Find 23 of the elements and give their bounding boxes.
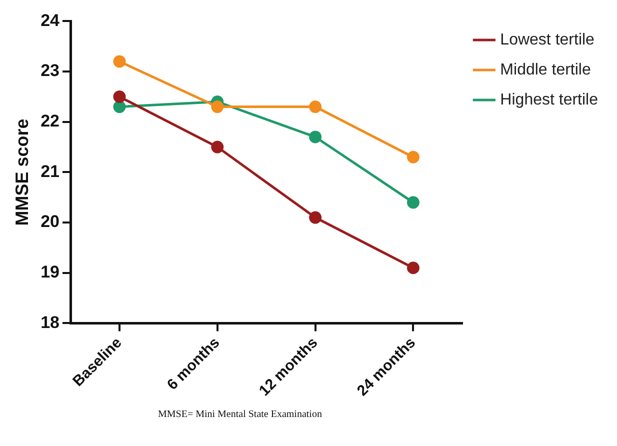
point bbox=[406, 262, 420, 274]
point bbox=[406, 150, 420, 164]
point bbox=[113, 100, 126, 114]
y-axis-title: MMSE score bbox=[12, 118, 32, 226]
point bbox=[211, 140, 224, 154]
legend-label: Highest tertile bbox=[500, 91, 598, 108]
point bbox=[113, 90, 126, 103]
legend-label: Middle tertile bbox=[500, 61, 591, 78]
legend-label: Lowest tertile bbox=[500, 31, 595, 48]
point bbox=[113, 55, 126, 68]
y-tick-label: 21 bbox=[40, 162, 60, 181]
y-tick-label: 18 bbox=[40, 312, 60, 332]
point bbox=[211, 100, 224, 114]
y-tick-label: 23 bbox=[40, 61, 60, 80]
y-tick-label: 24 bbox=[40, 10, 60, 30]
point bbox=[406, 196, 420, 209]
point bbox=[309, 211, 322, 224]
point bbox=[309, 130, 322, 144]
y-tick-label: 19 bbox=[40, 262, 60, 282]
y-tick-label: 22 bbox=[40, 112, 60, 131]
y-tick-label: 20 bbox=[40, 212, 60, 232]
text: MMSE= Mini Mental State Examination bbox=[157, 409, 323, 420]
point bbox=[309, 100, 322, 114]
